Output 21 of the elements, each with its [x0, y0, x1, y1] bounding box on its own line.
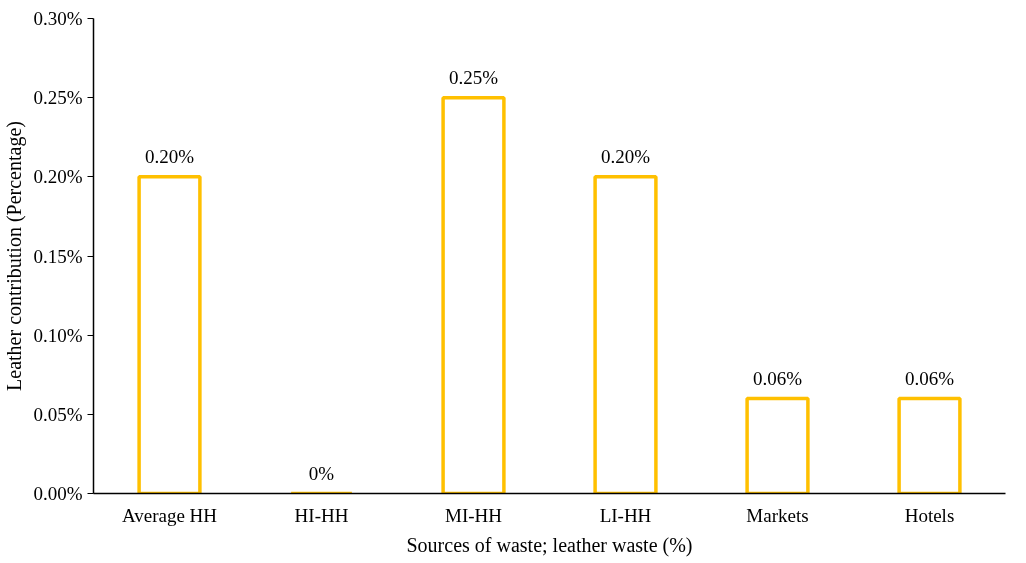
x-tick-label: Markets	[746, 504, 809, 526]
x-tick-label: Hotels	[904, 504, 955, 526]
data-label: 0%	[308, 462, 335, 484]
y-tick-label: 0.10%	[33, 324, 83, 346]
y-tick-label: 0.25%	[33, 87, 83, 109]
x-axis-title: Sources of waste; leather waste (%)	[406, 533, 693, 557]
data-label: 0.06%	[752, 367, 803, 389]
y-tick-label: 0.20%	[33, 166, 83, 188]
x-tick-label: HI-HH	[294, 504, 349, 526]
x-tick-label: LI-HH	[599, 504, 652, 526]
y-tick-label: 0.05%	[33, 403, 83, 425]
data-label: 0.25%	[448, 66, 499, 88]
x-tick-label: Average HH	[121, 504, 218, 526]
y-tick-label: 0.00%	[33, 483, 83, 504]
y-tick-label: 0.30%	[33, 8, 83, 29]
y-axis-title: Leather contribution (Percentage)	[3, 121, 27, 391]
data-label: 0.20%	[144, 145, 195, 167]
data-label: 0.20%	[600, 145, 651, 167]
data-label: 0.06%	[904, 367, 955, 389]
x-tick-label: MI-HH	[445, 504, 503, 526]
y-tick-label: 0.15%	[33, 245, 83, 267]
